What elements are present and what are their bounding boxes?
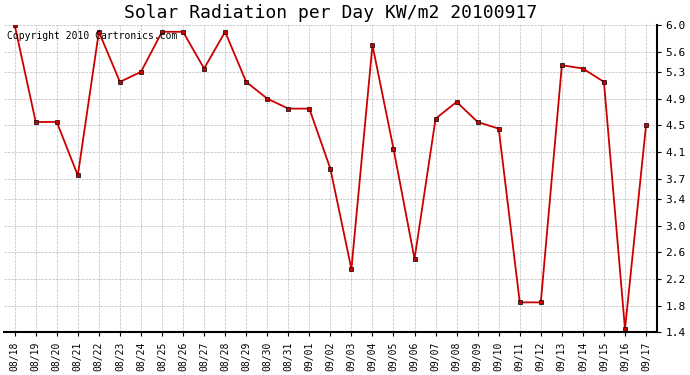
Text: Copyright 2010 Cartronics.com: Copyright 2010 Cartronics.com [8,31,178,41]
Title: Solar Radiation per Day KW/m2 20100917: Solar Radiation per Day KW/m2 20100917 [124,4,537,22]
